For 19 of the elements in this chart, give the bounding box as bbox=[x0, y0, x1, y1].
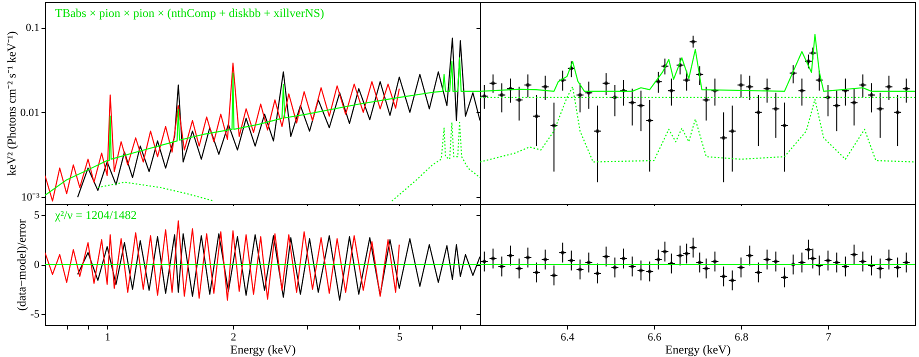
x-tick-label: 7 bbox=[826, 332, 832, 344]
y-tick-label: 10⁻³ bbox=[21, 192, 40, 204]
annotation: TBabs × pion × pion × (nthComp + diskbb + xillverNS) bbox=[55, 6, 324, 20]
y-axis-title: (data−model)/error bbox=[14, 219, 28, 311]
x-axis-title: Energy (keV) bbox=[230, 342, 296, 356]
x-tick-label: 6.8 bbox=[734, 332, 749, 344]
x-tick-label: 6.4 bbox=[560, 332, 575, 344]
y-tick-label: -5 bbox=[30, 308, 40, 321]
x-tick-label: 2 bbox=[230, 332, 236, 344]
y-tick-label: 5 bbox=[34, 209, 40, 222]
y-tick-label: 0.1 bbox=[26, 22, 40, 34]
y-tick-label: 0.01 bbox=[20, 106, 40, 119]
x-tick-label: 5 bbox=[397, 332, 404, 344]
x-axis-title: Energy (keV) bbox=[665, 342, 731, 356]
x-tick-label: 6.6 bbox=[648, 332, 662, 344]
y-axis-title: keV² (Photons cm⁻² s⁻¹ keV⁻¹) bbox=[4, 31, 18, 176]
x-tick-label: 1 bbox=[104, 332, 110, 344]
y-tick-label: 0 bbox=[34, 259, 40, 271]
annotation: χ²/ν = 1204/1482 bbox=[54, 208, 137, 222]
